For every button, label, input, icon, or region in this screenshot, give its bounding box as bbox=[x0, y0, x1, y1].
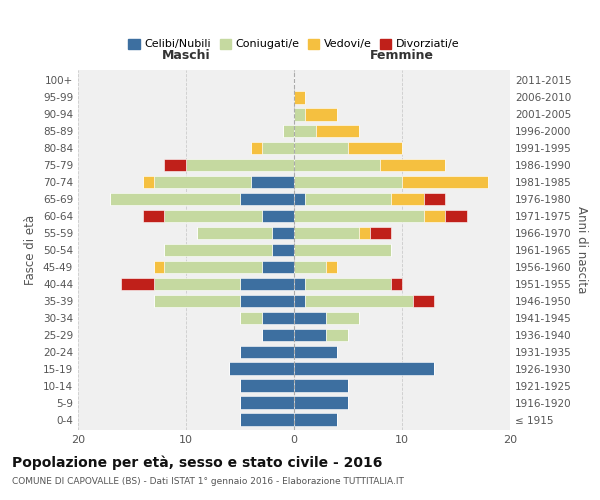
Bar bbox=[272, 226, 294, 239]
Bar bbox=[305, 278, 391, 290]
Bar bbox=[240, 414, 294, 426]
Bar bbox=[164, 260, 262, 274]
Bar bbox=[402, 176, 488, 188]
Bar bbox=[262, 142, 294, 154]
Bar bbox=[326, 312, 359, 324]
Bar bbox=[262, 312, 294, 324]
Bar bbox=[240, 396, 294, 409]
Bar bbox=[294, 244, 391, 256]
Bar bbox=[294, 294, 305, 308]
Bar bbox=[251, 176, 294, 188]
Bar bbox=[294, 176, 402, 188]
Bar bbox=[121, 278, 154, 290]
Bar bbox=[164, 210, 262, 222]
Bar bbox=[424, 210, 445, 222]
Bar bbox=[262, 210, 294, 222]
Bar bbox=[110, 192, 240, 205]
Bar bbox=[154, 260, 164, 274]
Bar bbox=[143, 210, 164, 222]
Bar bbox=[370, 226, 391, 239]
Bar bbox=[197, 226, 272, 239]
Bar bbox=[359, 226, 370, 239]
Bar bbox=[240, 380, 294, 392]
Bar bbox=[143, 176, 154, 188]
Bar bbox=[294, 125, 316, 138]
Bar bbox=[294, 414, 337, 426]
Bar bbox=[294, 312, 326, 324]
Bar bbox=[305, 108, 337, 120]
Bar bbox=[240, 346, 294, 358]
Bar bbox=[154, 294, 240, 308]
Bar bbox=[164, 244, 272, 256]
Text: Maschi: Maschi bbox=[161, 48, 211, 62]
Bar bbox=[262, 328, 294, 342]
Bar bbox=[272, 244, 294, 256]
Bar bbox=[391, 192, 424, 205]
Bar bbox=[413, 294, 434, 308]
Bar bbox=[424, 192, 445, 205]
Bar bbox=[262, 260, 294, 274]
Bar bbox=[294, 278, 305, 290]
Text: Femmine: Femmine bbox=[370, 48, 434, 62]
Bar bbox=[326, 328, 348, 342]
Bar bbox=[326, 260, 337, 274]
Bar bbox=[294, 108, 305, 120]
Text: Popolazione per età, sesso e stato civile - 2016: Popolazione per età, sesso e stato civil… bbox=[12, 455, 382, 469]
Bar bbox=[305, 294, 413, 308]
Bar bbox=[294, 380, 348, 392]
Y-axis label: Fasce di età: Fasce di età bbox=[25, 215, 37, 285]
Bar bbox=[164, 158, 186, 172]
Bar bbox=[294, 328, 326, 342]
Bar bbox=[294, 260, 326, 274]
Bar bbox=[294, 396, 348, 409]
Bar bbox=[229, 362, 294, 375]
Bar bbox=[348, 142, 402, 154]
Bar bbox=[240, 192, 294, 205]
Bar bbox=[294, 210, 424, 222]
Text: COMUNE DI CAPOVALLE (BS) - Dati ISTAT 1° gennaio 2016 - Elaborazione TUTTITALIA.: COMUNE DI CAPOVALLE (BS) - Dati ISTAT 1°… bbox=[12, 478, 404, 486]
Bar bbox=[380, 158, 445, 172]
Bar bbox=[305, 192, 391, 205]
Bar bbox=[240, 312, 262, 324]
Bar bbox=[240, 278, 294, 290]
Bar bbox=[294, 158, 380, 172]
Bar bbox=[316, 125, 359, 138]
Bar bbox=[240, 294, 294, 308]
Bar bbox=[294, 362, 434, 375]
Bar bbox=[294, 346, 337, 358]
Bar bbox=[154, 176, 251, 188]
Bar bbox=[445, 210, 467, 222]
Bar bbox=[283, 125, 294, 138]
Bar bbox=[294, 142, 348, 154]
Bar bbox=[294, 192, 305, 205]
Bar bbox=[294, 91, 305, 104]
Bar bbox=[186, 158, 294, 172]
Legend: Celibi/Nubili, Coniugati/e, Vedovi/e, Divorziati/e: Celibi/Nubili, Coniugati/e, Vedovi/e, Di… bbox=[124, 34, 464, 54]
Bar bbox=[294, 226, 359, 239]
Y-axis label: Anni di nascita: Anni di nascita bbox=[575, 206, 588, 294]
Bar bbox=[391, 278, 402, 290]
Bar bbox=[251, 142, 262, 154]
Bar bbox=[154, 278, 240, 290]
